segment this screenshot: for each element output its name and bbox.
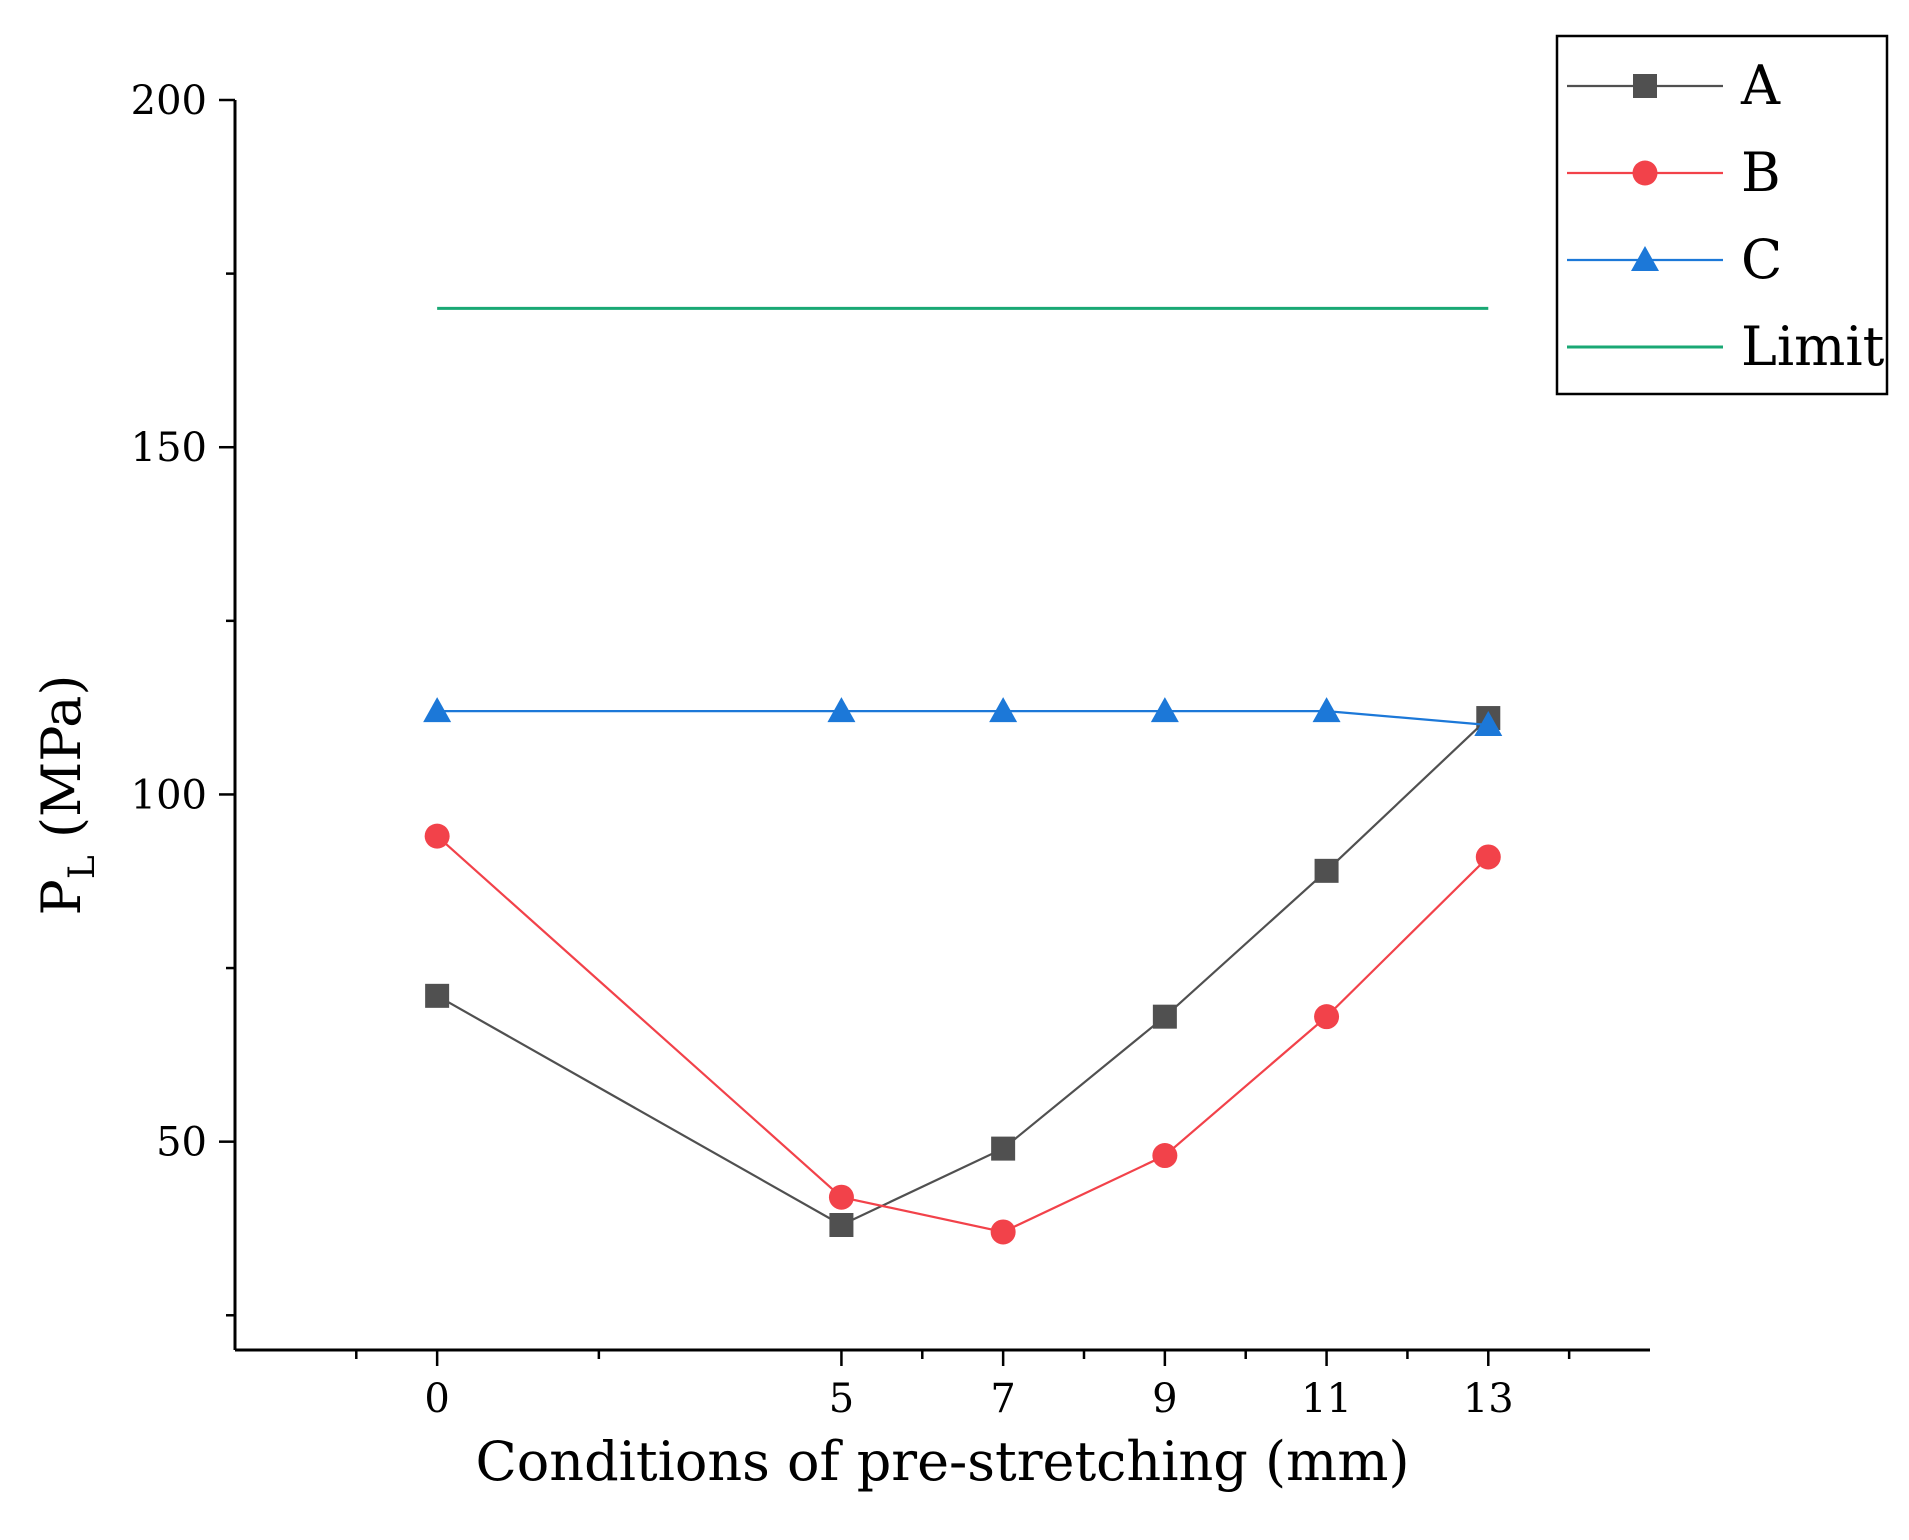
y-tick-label: 50 — [156, 1120, 207, 1166]
data-point-b — [1475, 844, 1501, 870]
data-point-b — [1152, 1143, 1178, 1169]
legend-marker — [1632, 160, 1658, 186]
data-point-c — [827, 697, 856, 723]
legend-box — [1555, 34, 1889, 396]
legend-item-a: A — [1567, 54, 1781, 117]
data-point-b — [828, 1184, 854, 1210]
series-line-c — [437, 710, 1489, 727]
x-tick-label: 11 — [1301, 1376, 1352, 1422]
data-point-a — [425, 983, 450, 1008]
series-b — [424, 823, 1501, 1245]
y-axis-title: PL (MPa) — [30, 675, 103, 916]
legend-item-c: C — [1567, 228, 1782, 291]
x-tick-label: 5 — [829, 1376, 854, 1422]
x-tick-label: 7 — [990, 1376, 1015, 1422]
legend-item-limit: Limit — [1567, 315, 1885, 378]
data-point-b — [990, 1219, 1016, 1245]
legend-item-b: B — [1567, 141, 1781, 204]
legend-label: A — [1740, 54, 1781, 117]
data-point-a — [1152, 1004, 1177, 1029]
data-point-a — [1314, 858, 1339, 883]
y-tick-label: 200 — [131, 78, 207, 124]
data-point-c — [1150, 697, 1179, 723]
axes: 50 100 150 200 0 5 7 9 11 13 Conditions of pre-str… — [30, 78, 1650, 1493]
data-point-c — [423, 697, 452, 723]
y-tick-label: 100 — [131, 772, 207, 818]
series-a — [425, 706, 1501, 1237]
legend-marker — [1633, 74, 1657, 98]
data-point-b — [1314, 1004, 1340, 1030]
legend: ABC Limit — [1555, 34, 1889, 396]
series-line-a — [436, 717, 1490, 1227]
data-point-a — [991, 1136, 1016, 1161]
x-tick-label: 13 — [1463, 1376, 1514, 1422]
data-point-c — [1474, 711, 1503, 736]
x-tick-label: 9 — [1152, 1376, 1177, 1422]
data-point-b — [424, 823, 450, 849]
data-point-c — [989, 697, 1018, 723]
legend-label: C — [1741, 228, 1782, 291]
y-tick-label: 150 — [131, 425, 207, 471]
legend-label: B — [1741, 141, 1781, 204]
data-point-c — [1312, 697, 1341, 723]
legend-label: Limit — [1741, 315, 1885, 378]
series-line-b — [436, 835, 1490, 1234]
series-group — [423, 306, 1503, 1245]
legend-marker — [1631, 246, 1659, 271]
x-axis-title: Conditions of pre-stretching (mm) — [475, 1430, 1409, 1493]
data-point-a — [829, 1213, 854, 1237]
series-c — [423, 697, 1503, 736]
x-tick-label: 0 — [424, 1376, 449, 1422]
